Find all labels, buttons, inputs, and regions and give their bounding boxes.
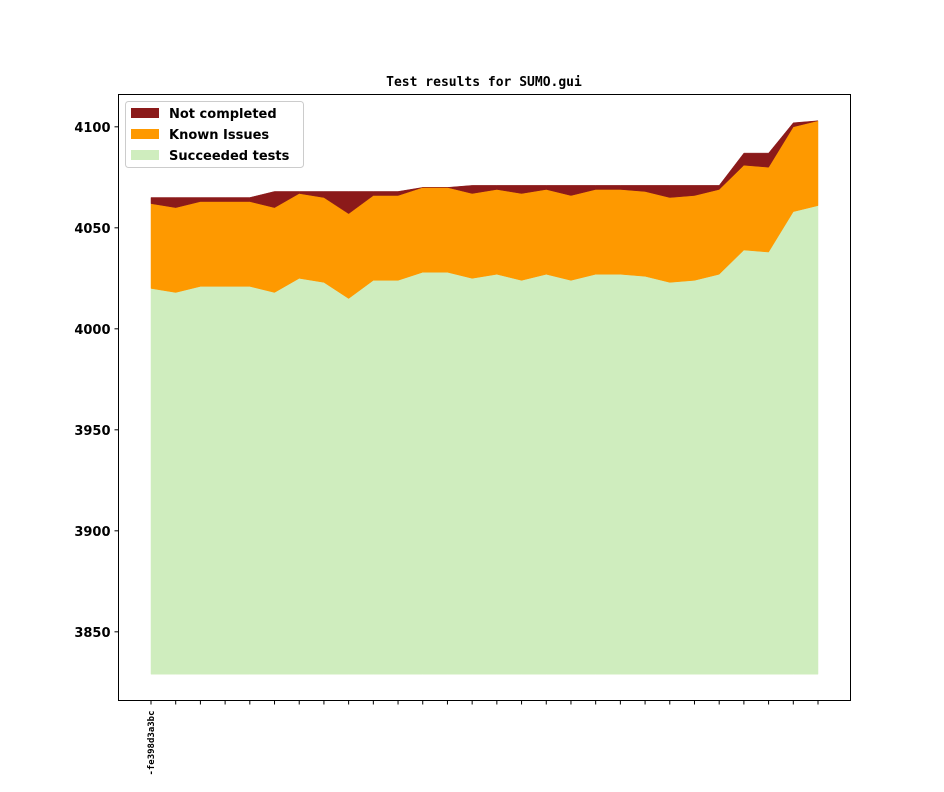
y-tick-label: 4100: [74, 121, 110, 136]
area-not-completed: [150, 120, 819, 214]
legend-swatch-succeeded-tests: [131, 150, 159, 160]
areas: [150, 120, 819, 675]
legend: Not completed Known Issues Succeeded tests: [125, 101, 304, 168]
y-tick-label: 3900: [74, 525, 110, 540]
x-tick-label: -fe398d3a3bc: [147, 711, 157, 776]
y-tick-label: 4050: [74, 222, 110, 237]
y-axis: 3850 3900 3950 4000 4050 4100: [74, 121, 119, 641]
legend-swatch-not-completed: [131, 108, 159, 118]
legend-label-not-completed: Not completed: [169, 107, 277, 122]
legend-swatch-known-issues: [131, 129, 159, 139]
y-tick-label: 3850: [74, 626, 110, 641]
chart-title: Test results for SUMO.gui: [386, 75, 582, 90]
plot-frame: [118, 94, 851, 701]
legend-label-known-issues: Known Issues: [169, 128, 269, 143]
y-tick-label: 3950: [74, 424, 110, 439]
x-axis: -fe398d3a3bc: [147, 700, 819, 776]
legend-label-succeeded-tests: Succeeded tests: [169, 149, 290, 164]
legend-box: [125, 101, 304, 168]
y-tick-label: 4000: [74, 323, 110, 338]
